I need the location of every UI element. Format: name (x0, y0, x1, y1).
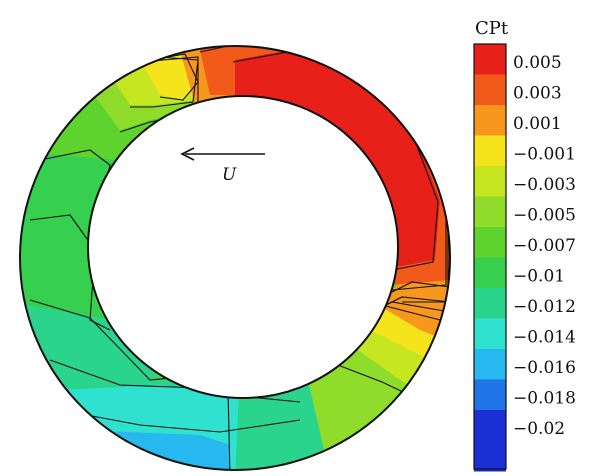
colorbar-label: −0.005 (513, 206, 576, 226)
direction-arrow (180, 147, 265, 161)
colorbar-swatch (474, 257, 506, 289)
colorbar-swatch (474, 44, 506, 75)
colorbar-label: −0.016 (513, 358, 576, 378)
colorbar-swatch (474, 74, 506, 106)
inner-ring-outline (87, 95, 399, 399)
colorbar-swatch (474, 166, 506, 197)
colorbar-frame (473, 43, 507, 470)
colorbar-swatch (474, 349, 506, 380)
outer-ring-outline (19, 45, 451, 471)
colorbar-label: −0.02 (513, 419, 565, 439)
colorbar-label: 0.005 (513, 53, 562, 73)
colorbar-swatch (474, 196, 506, 228)
colorbar-label: 0.003 (513, 84, 562, 104)
colorbar-swatch (474, 410, 506, 441)
colorbar-swatch (474, 379, 506, 411)
colorbar-label: −0.01 (513, 267, 565, 287)
colorbar-swatch (474, 135, 506, 167)
colorbar-title: CPt (475, 18, 509, 39)
colorbar-swatch (474, 288, 506, 319)
colorbar-swatch (474, 227, 506, 258)
colorbar-label: −0.012 (513, 297, 576, 317)
colorbar-label: −0.018 (513, 389, 576, 409)
colorbar: CPt 0.005 0.003 0.001 −0.001 −0.003 −0.005 −0.… (473, 18, 576, 472)
colorbar-swatch (474, 440, 506, 472)
colorbar-swatch (474, 318, 506, 350)
colorbar-label: −0.007 (513, 236, 576, 256)
colorbar-label: 0.001 (513, 114, 562, 134)
colorbar-label: −0.001 (513, 145, 576, 165)
colorbar-swatch (474, 105, 506, 136)
colorbar-label: −0.014 (513, 328, 576, 348)
direction-label: U (222, 165, 237, 185)
colorbar-label: −0.003 (513, 175, 576, 195)
